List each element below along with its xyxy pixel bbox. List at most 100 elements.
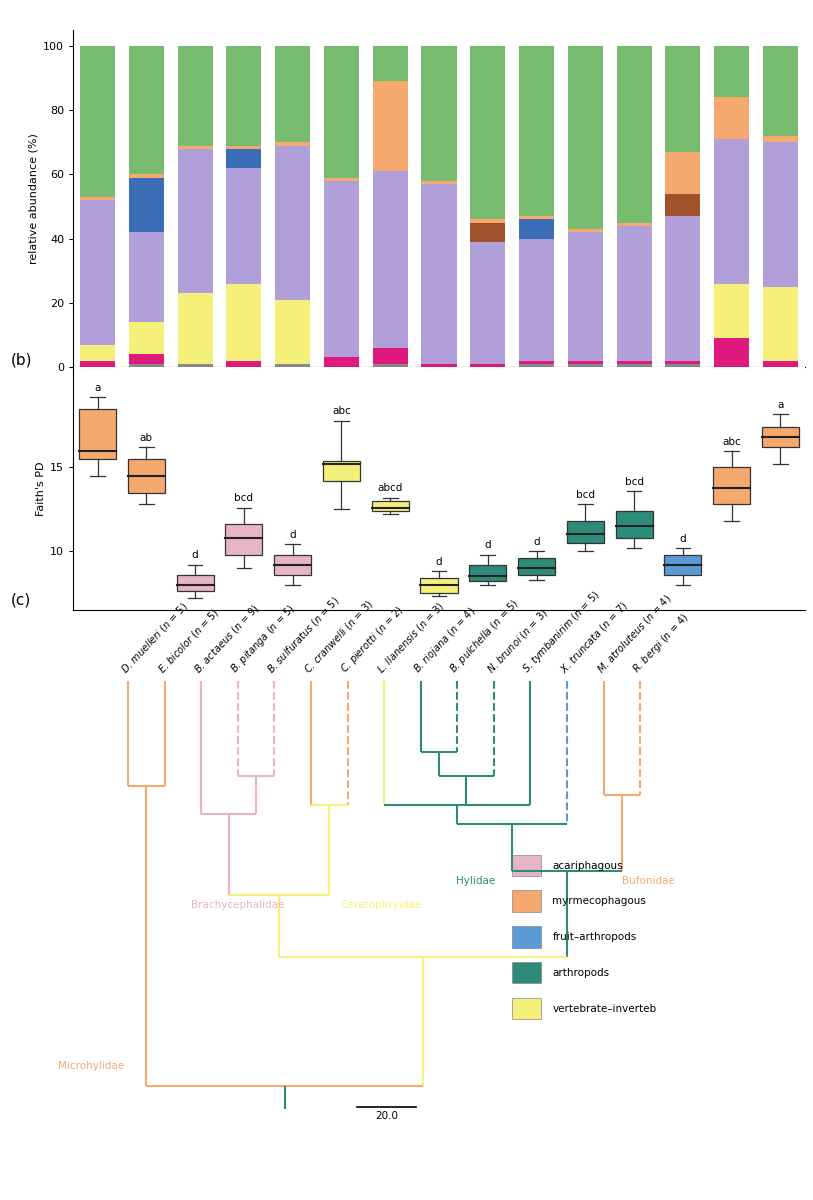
Bar — [512, 997, 541, 1019]
Bar — [665, 361, 701, 364]
Bar — [324, 46, 359, 178]
Text: a: a — [777, 400, 784, 409]
Bar — [762, 427, 799, 448]
Bar — [128, 174, 164, 178]
Bar — [763, 143, 798, 287]
Bar — [372, 46, 408, 82]
Bar — [275, 46, 311, 143]
Text: abc: abc — [332, 407, 351, 416]
Text: d: d — [289, 530, 296, 540]
Bar — [372, 500, 409, 511]
Bar — [512, 926, 541, 948]
Bar — [275, 364, 311, 367]
Text: vertebrate–inverteb: vertebrate–inverteb — [553, 1003, 657, 1014]
Bar — [512, 890, 541, 912]
Bar — [512, 854, 541, 876]
Bar — [421, 181, 457, 184]
Bar — [80, 361, 115, 367]
Bar — [225, 524, 263, 554]
Text: Ceratophryidae: Ceratophryidae — [340, 900, 421, 910]
Bar — [128, 178, 164, 233]
Text: ab: ab — [140, 433, 153, 443]
Bar — [470, 364, 506, 367]
Text: $\mathit{C}$. $\mathit{cranwelli}$ ($n$ = 3): $\mathit{C}$. $\mathit{cranwelli}$ ($n$ … — [302, 598, 376, 677]
Bar — [226, 168, 262, 283]
Bar — [274, 554, 311, 575]
Bar — [615, 511, 653, 538]
Bar — [226, 145, 262, 149]
Bar — [275, 145, 311, 300]
Bar — [470, 46, 506, 220]
Bar — [616, 364, 652, 367]
Text: bcd: bcd — [576, 490, 595, 500]
Bar — [763, 46, 798, 136]
Bar — [763, 136, 798, 143]
Bar — [665, 46, 701, 152]
Bar — [519, 364, 554, 367]
Bar — [713, 468, 750, 504]
Bar — [512, 962, 541, 983]
Text: abc: abc — [722, 437, 741, 446]
Bar — [518, 558, 555, 575]
Bar — [714, 46, 750, 97]
Text: $\mathit{S}$. $\mathit{tymbanirim}$ ($n$ = 5): $\mathit{S}$. $\mathit{tymbanirim}$ ($n$… — [520, 588, 604, 677]
Bar — [714, 338, 750, 367]
Text: Brachycephalidae: Brachycephalidae — [191, 900, 285, 910]
Text: $\mathit{C}$. $\mathit{pierotti}$ ($n$ = 2): $\mathit{C}$. $\mathit{pierotti}$ ($n$ =… — [337, 604, 406, 677]
Text: Bufonidae: Bufonidae — [622, 876, 675, 887]
Bar — [128, 46, 164, 174]
Text: $\mathit{X}$. $\mathit{truncata}$ ($n$ = 7): $\mathit{X}$. $\mathit{truncata}$ ($n$ =… — [558, 599, 631, 677]
Text: fruit–arthropods: fruit–arthropods — [553, 932, 637, 942]
Bar — [372, 172, 408, 348]
Bar — [664, 554, 702, 575]
Bar — [519, 239, 554, 361]
Text: $\mathit{E}$. $\mathit{bicolor}$ ($n$ = 5): $\mathit{E}$. $\mathit{bicolor}$ ($n$ = … — [155, 606, 222, 677]
Bar — [665, 193, 701, 216]
Y-axis label: Faith's PD: Faith's PD — [36, 461, 46, 516]
Text: Hylidae: Hylidae — [456, 876, 495, 887]
Bar — [372, 348, 408, 364]
Bar — [763, 361, 798, 367]
Bar — [128, 233, 164, 322]
Text: d: d — [436, 557, 442, 568]
Bar — [80, 197, 115, 200]
Bar — [714, 283, 750, 338]
Bar — [80, 200, 115, 344]
Bar — [665, 364, 701, 367]
Text: $\mathit{D}$. $\mathit{muelleri}$ ($n$ = 5): $\mathit{D}$. $\mathit{muelleri}$ ($n$ =… — [119, 600, 191, 677]
Bar — [469, 564, 506, 581]
Bar — [177, 149, 213, 293]
Text: d: d — [680, 534, 686, 544]
Bar — [421, 364, 457, 367]
Bar — [420, 578, 458, 593]
Bar — [275, 300, 311, 364]
Text: d: d — [533, 536, 540, 547]
Bar — [470, 242, 506, 364]
Bar — [324, 181, 359, 358]
Bar — [519, 216, 554, 220]
Bar — [226, 361, 262, 367]
Bar — [324, 178, 359, 181]
Bar — [470, 223, 506, 242]
Bar — [128, 354, 164, 364]
Bar — [519, 361, 554, 364]
Text: $\mathit{B}$. $\mathit{pulchella}$ ($n$ = 5): $\mathit{B}$. $\mathit{pulchella}$ ($n$ … — [447, 596, 523, 677]
Bar — [616, 223, 652, 226]
Text: abcd: abcd — [377, 484, 403, 493]
Bar — [665, 216, 701, 361]
Bar — [177, 46, 213, 145]
Bar — [616, 46, 652, 223]
Text: bcd: bcd — [234, 493, 254, 504]
Bar — [714, 139, 750, 283]
Text: arthropods: arthropods — [553, 968, 610, 978]
Bar — [714, 97, 750, 139]
Text: $\mathit{N}$. $\mathit{brunoi}$ ($n$ = 3): $\mathit{N}$. $\mathit{brunoi}$ ($n$ = 3… — [485, 606, 550, 677]
Text: $\mathit{B}$. $\mathit{riojana}$ ($n$ = 4): $\mathit{B}$. $\mathit{riojana}$ ($n$ = … — [411, 605, 479, 677]
Text: Microhylidae: Microhylidae — [59, 1061, 124, 1072]
Bar — [226, 46, 262, 145]
Text: bcd: bcd — [624, 476, 644, 487]
Text: $\mathit{L}$. $\mathit{llanensis}$ ($n$ = 3): $\mathit{L}$. $\mathit{llanensis}$ ($n$ … — [375, 600, 447, 677]
Bar — [421, 46, 457, 181]
Bar — [567, 361, 603, 364]
Bar — [616, 361, 652, 364]
